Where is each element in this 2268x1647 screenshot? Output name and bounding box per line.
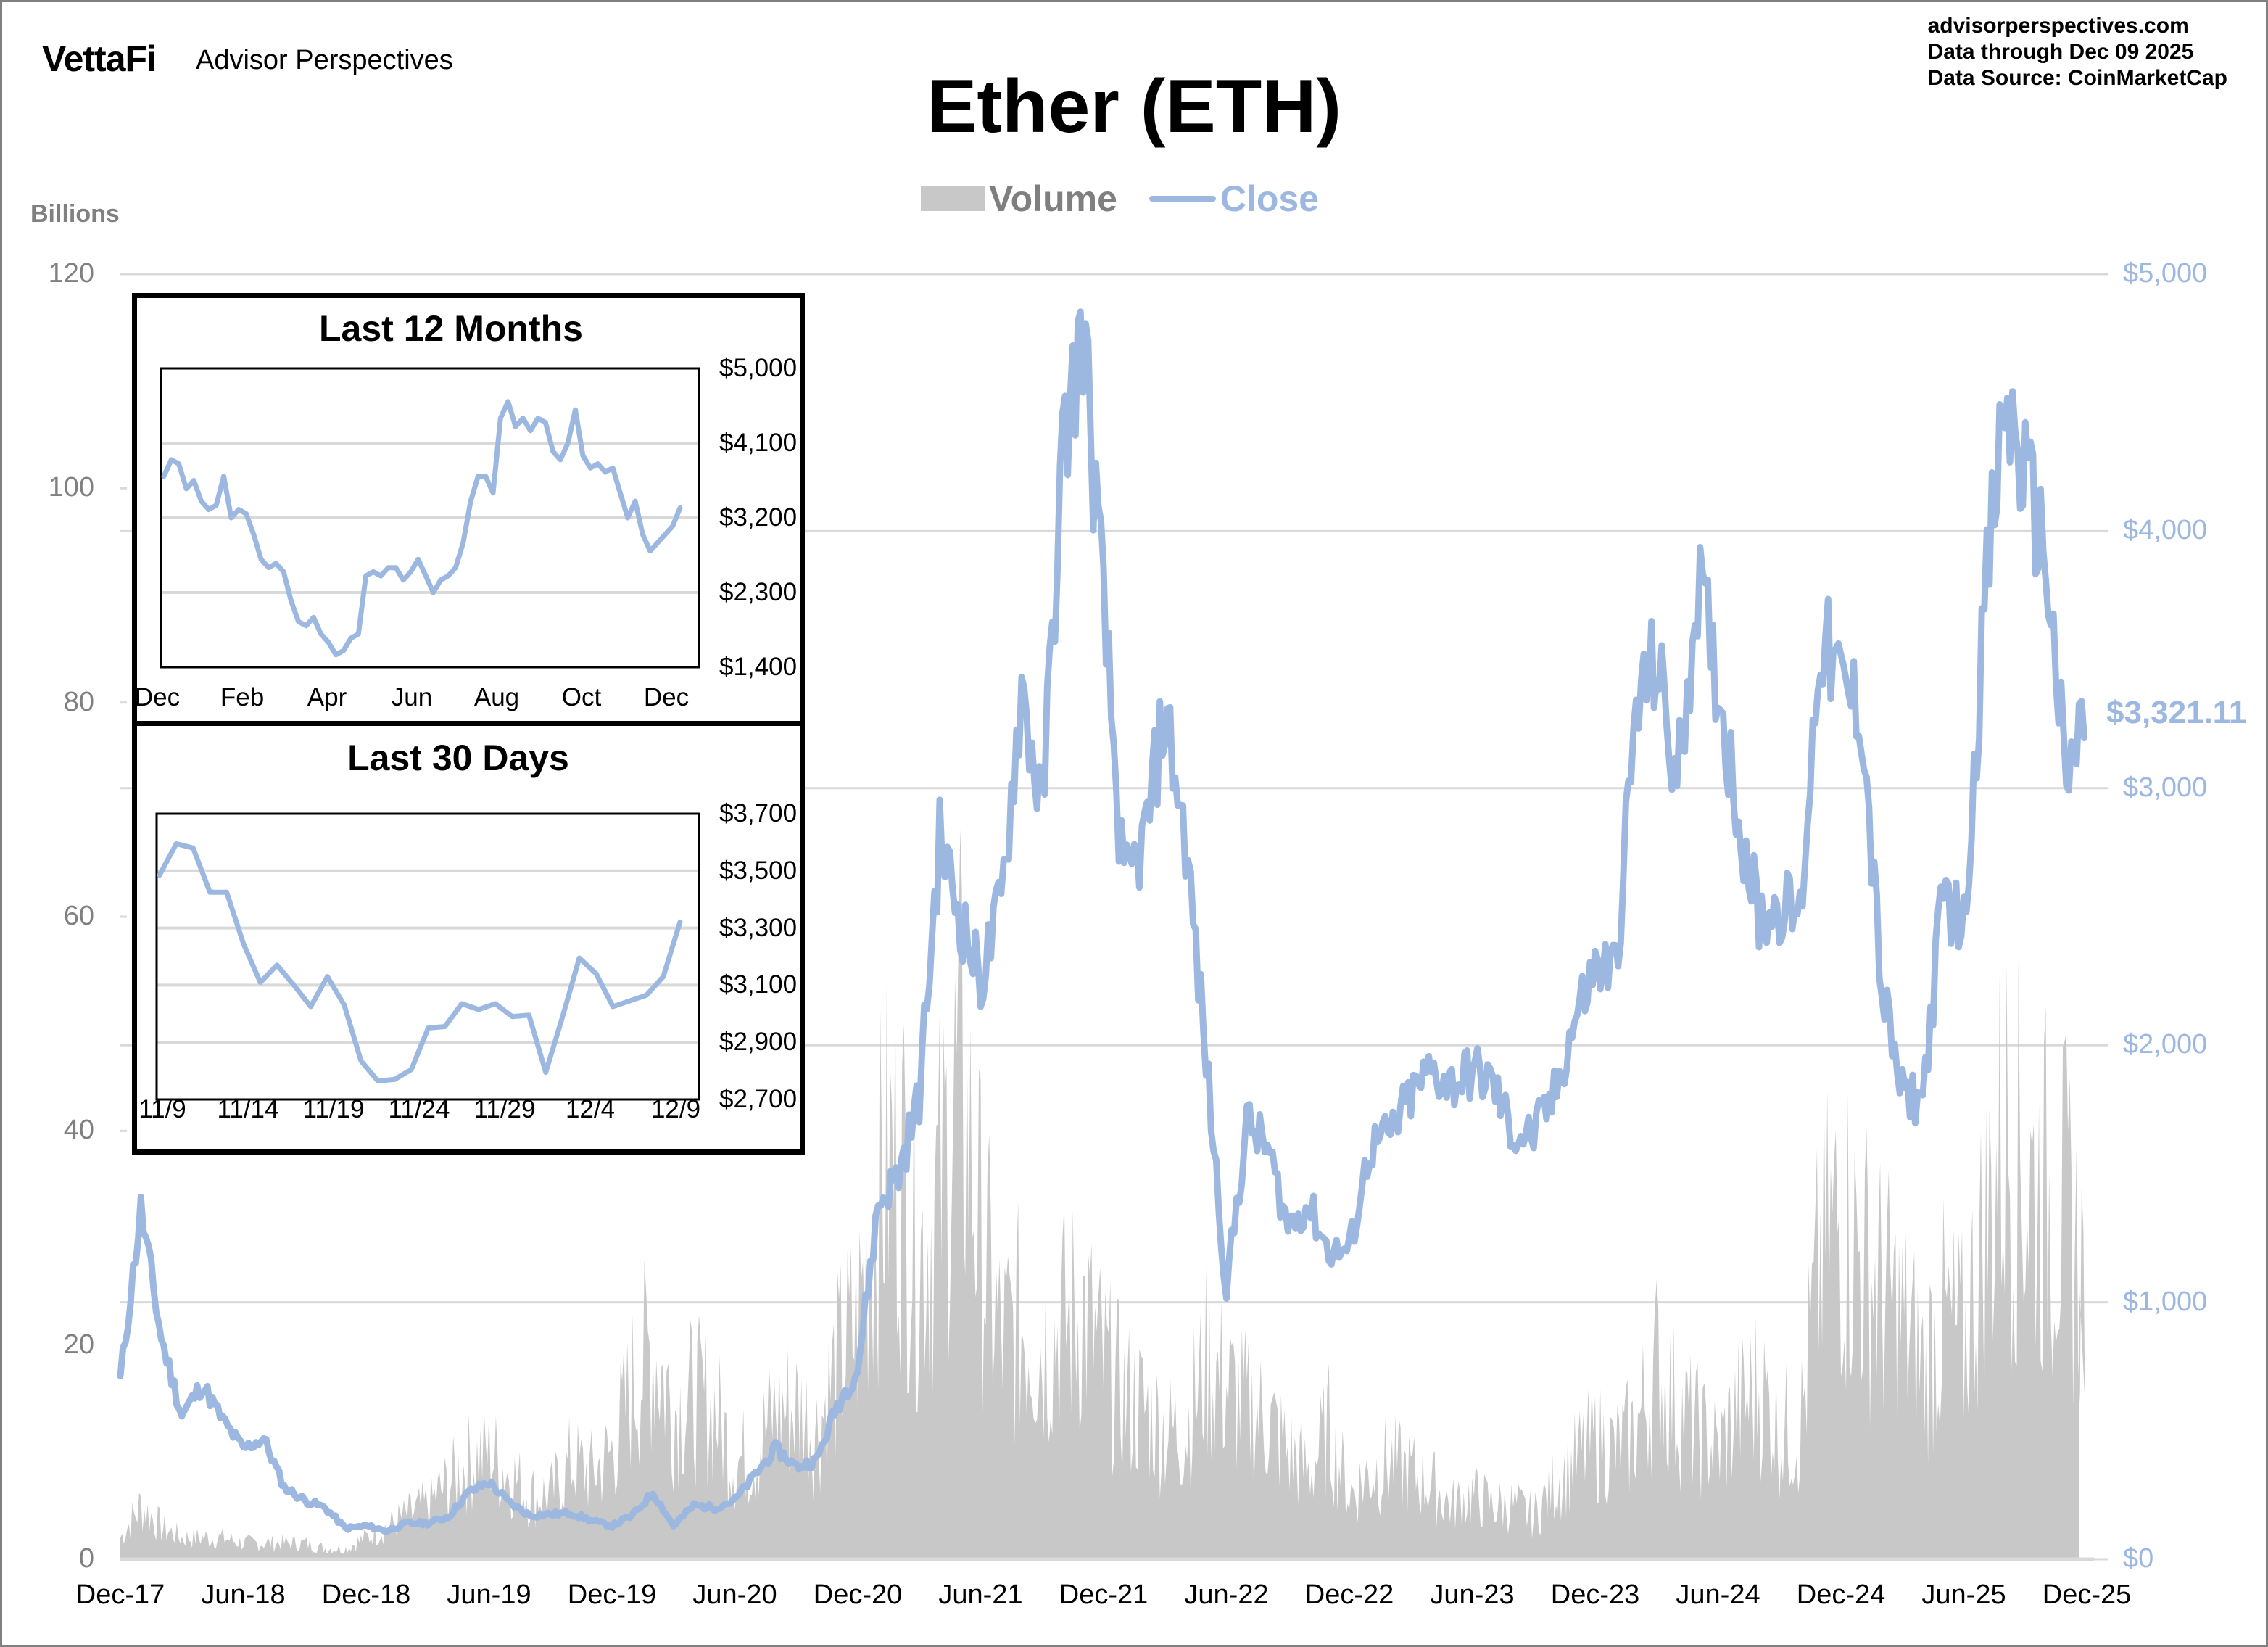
inset-30d-title: Last 30 Days [347,738,569,778]
legend-close: Close [1220,178,1320,219]
inset-y-tick: $1,400 [719,653,798,681]
inset-y-tick: $3,300 [719,913,798,942]
left-tick: 100 [48,472,94,503]
inset-x-tick: 12/4 [565,1095,616,1123]
data-through: Data through Dec 09 2025 [1927,40,2194,64]
data-source: Data Source: CoinMarketCap [1927,66,2227,90]
inset-y-tick: $2,300 [719,578,798,606]
legend-volume: Volume [989,178,1117,219]
x-tick: Dec-25 [2042,1580,2132,1610]
inset-x-tick: Oct [561,683,602,711]
x-tick: Dec-17 [75,1580,165,1610]
right-tick: $5,000 [2123,258,2208,289]
left-tick: 120 [48,258,94,289]
inset-x-tick: 12/9 [650,1095,701,1123]
inset-y-tick: $2,700 [719,1085,798,1113]
inset-x-tick: Dec [134,683,181,711]
left-tick: 20 [63,1329,94,1360]
x-tick: Dec-19 [567,1580,657,1610]
inset-x-tick: 11/14 [217,1095,279,1123]
right-tick: $4,000 [2123,515,2208,546]
inset-x-tick: Apr [307,683,347,711]
inset-y-tick: $3,200 [719,503,798,532]
vettafi-logo: VettaFi [42,38,157,79]
inset-y-tick: $4,100 [719,429,798,457]
chart-title: Ether (ETH) [927,65,1341,149]
legend: Volume Close [921,178,1319,220]
right-tick: $3,000 [2123,772,2208,803]
left-tick: 60 [63,901,94,931]
inset-divider [132,721,805,726]
x-tick: Dec-22 [1304,1580,1394,1610]
right-tick: $1,000 [2123,1286,2208,1317]
inset-x-tick: 11/24 [388,1095,450,1123]
source-info: advisorperspectives.com Data through Dec… [1928,13,2227,91]
right-tick: $0 [2123,1543,2154,1574]
inset-x-tick: Aug [473,683,520,711]
inset-x-tick: Jun [391,683,433,711]
brand-subtitle: Advisor Perspectives [196,45,453,75]
inset-12m-title: Last 12 Months [319,308,583,349]
inset-y-tick: $3,700 [719,799,798,827]
inset-y-tick: $3,500 [719,856,798,885]
x-tick: Jun-20 [692,1580,777,1610]
x-tick: Jun-24 [1676,1580,1760,1610]
inset-x-tick: 11/29 [473,1095,536,1123]
left-axis-label: Billions [30,200,120,228]
x-tick: Dec-23 [1550,1580,1640,1610]
x-tick: Dec-20 [813,1580,903,1610]
x-tick: Dec-21 [1059,1580,1149,1610]
x-tick: Jun-18 [201,1580,286,1610]
x-tick: Jun-25 [1921,1580,2006,1610]
inset-y-tick: $3,100 [719,970,798,999]
x-tick: Dec-18 [321,1580,411,1610]
left-tick: 40 [63,1115,94,1146]
x-tick: Dec-24 [1796,1580,1886,1610]
x-tick: Jun-21 [938,1580,1023,1610]
inset-x-tick: 11/9 [138,1095,186,1123]
last-close-label: $3,321.11 [2106,695,2247,730]
x-tick: Jun-19 [447,1580,531,1610]
close-line-icon [1149,196,1216,202]
inset-x-tick: Feb [220,683,265,711]
inset-x-tick: Dec [643,683,690,711]
inset-y-tick: $5,000 [719,354,798,382]
x-tick: Jun-23 [1430,1580,1515,1610]
volume-swatch-icon [921,186,985,211]
site-url: advisorperspectives.com [1927,14,2189,38]
inset-y-tick: $2,900 [719,1028,798,1057]
inset-x-tick: 11/19 [302,1095,365,1123]
right-tick: $2,000 [2123,1029,2208,1060]
left-tick: 80 [63,686,94,717]
left-tick: 0 [78,1543,94,1574]
x-tick: Jun-22 [1184,1580,1269,1610]
